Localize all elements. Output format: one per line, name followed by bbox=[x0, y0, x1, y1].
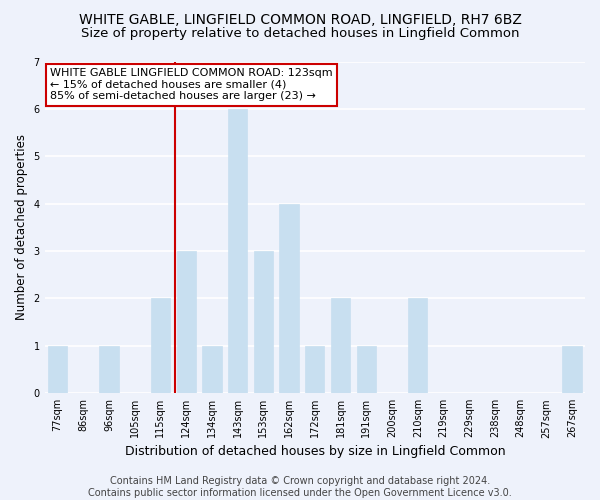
Bar bbox=[48, 346, 67, 393]
Bar bbox=[176, 251, 196, 393]
Bar bbox=[408, 298, 427, 393]
Bar bbox=[151, 298, 170, 393]
Bar bbox=[254, 251, 273, 393]
X-axis label: Distribution of detached houses by size in Lingfield Common: Distribution of detached houses by size … bbox=[125, 444, 505, 458]
Bar bbox=[562, 346, 582, 393]
Bar bbox=[202, 346, 221, 393]
Text: Contains HM Land Registry data © Crown copyright and database right 2024.
Contai: Contains HM Land Registry data © Crown c… bbox=[88, 476, 512, 498]
Bar bbox=[305, 346, 325, 393]
Text: Size of property relative to detached houses in Lingfield Common: Size of property relative to detached ho… bbox=[81, 28, 519, 40]
Bar bbox=[228, 109, 247, 393]
Text: WHITE GABLE, LINGFIELD COMMON ROAD, LINGFIELD, RH7 6BZ: WHITE GABLE, LINGFIELD COMMON ROAD, LING… bbox=[79, 12, 521, 26]
Y-axis label: Number of detached properties: Number of detached properties bbox=[15, 134, 28, 320]
Bar bbox=[280, 204, 299, 393]
Bar bbox=[331, 298, 350, 393]
Bar bbox=[356, 346, 376, 393]
Bar bbox=[100, 346, 119, 393]
Text: WHITE GABLE LINGFIELD COMMON ROAD: 123sqm
← 15% of detached houses are smaller (: WHITE GABLE LINGFIELD COMMON ROAD: 123sq… bbox=[50, 68, 332, 102]
